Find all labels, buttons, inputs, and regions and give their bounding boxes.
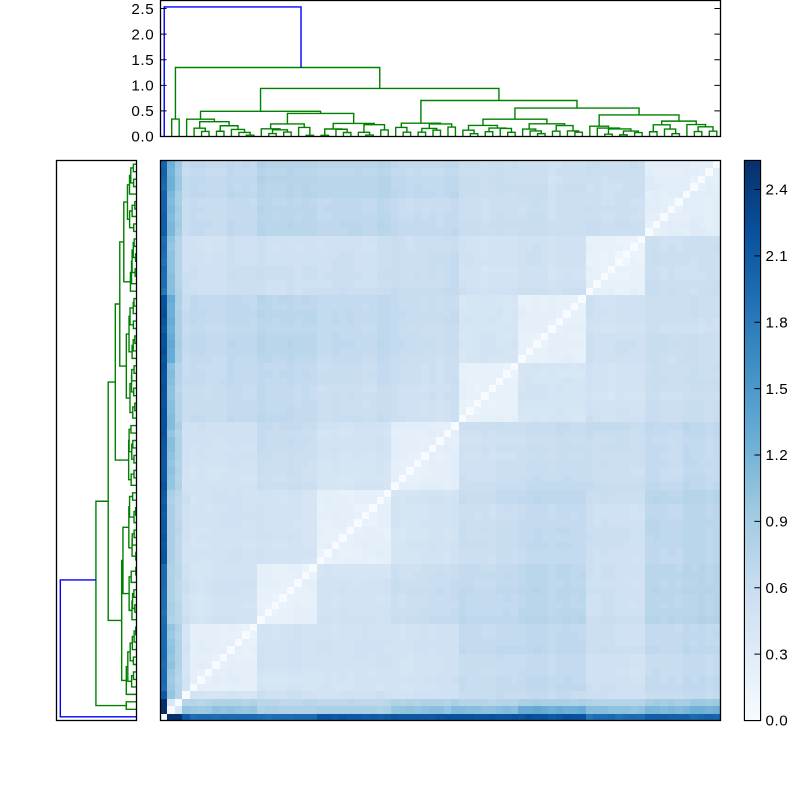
svg-text:1.0: 1.0	[131, 78, 154, 95]
svg-text:2.4: 2.4	[766, 182, 789, 199]
svg-text:1.2: 1.2	[766, 447, 789, 464]
svg-text:0.5: 0.5	[131, 103, 154, 120]
svg-text:0.3: 0.3	[766, 646, 789, 663]
svg-text:0.6: 0.6	[766, 580, 789, 597]
svg-text:0.0: 0.0	[766, 713, 789, 730]
svg-text:2.1: 2.1	[766, 248, 789, 265]
svg-text:0.0: 0.0	[131, 129, 154, 146]
svg-text:0.9: 0.9	[766, 514, 789, 531]
svg-text:1.8: 1.8	[766, 314, 789, 331]
svg-text:2.5: 2.5	[131, 1, 154, 18]
svg-text:1.5: 1.5	[766, 381, 789, 398]
svg-text:1.5: 1.5	[131, 52, 154, 69]
svg-text:2.0: 2.0	[131, 26, 154, 43]
